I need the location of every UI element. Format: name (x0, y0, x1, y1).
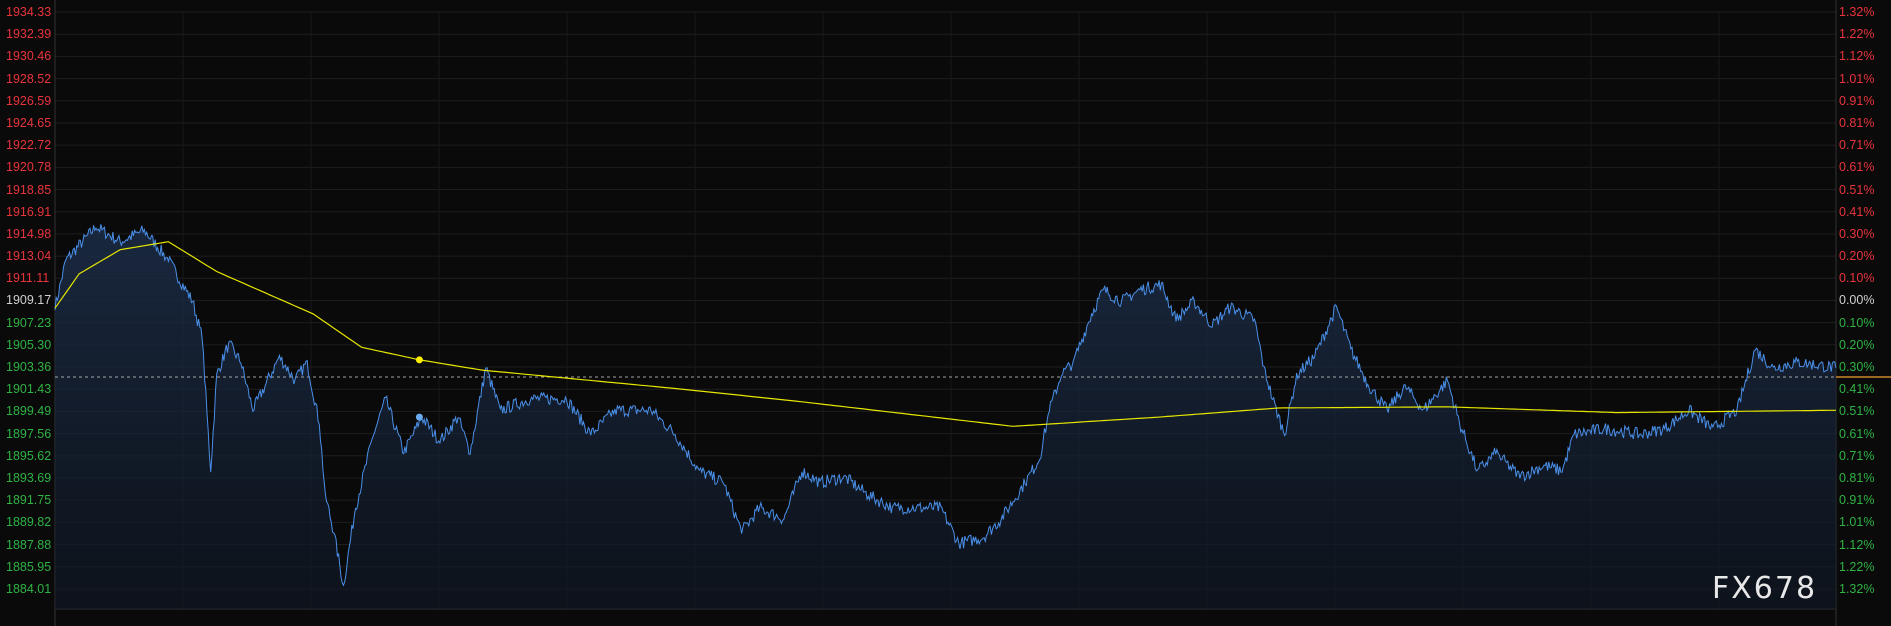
left-axis-tick-label: 1889.82 (6, 515, 52, 530)
price-line (54, 224, 1837, 587)
right-axis-tick-label: 0.51% (1839, 404, 1875, 419)
left-axis-tick-label: 1909.17 (6, 293, 52, 308)
left-axis-tick-label: 1897.56 (6, 426, 52, 441)
right-axis-tick-label: 0.81% (1839, 115, 1875, 130)
price-area-fill (55, 224, 1836, 610)
right-axis-tick-label: 0.51% (1839, 182, 1875, 197)
left-axis-tick-label: 1932.39 (6, 27, 52, 42)
right-axis-tick-label: 0.61% (1839, 160, 1875, 175)
left-axis-tick-label: 1884.01 (6, 581, 52, 596)
left-axis-tick-label: 1885.95 (6, 559, 52, 574)
left-axis-tick-label: 1928.52 (6, 71, 52, 86)
right-axis-tick-label: 0.61% (1839, 426, 1875, 441)
left-axis-tick-label: 1916.91 (6, 204, 52, 219)
left-axis-tick-label: 1887.88 (6, 537, 52, 552)
right-axis-tick-label: 0.41% (1839, 204, 1875, 219)
right-axis-tick-label: 1.01% (1839, 71, 1875, 86)
left-axis-tick-label: 1911.11 (6, 271, 50, 286)
left-axis-tick-label: 1895.62 (6, 448, 52, 463)
right-axis-tick-label: 1.22% (1839, 559, 1875, 574)
left-axis-tick-label: 1926.59 (6, 93, 52, 108)
left-axis-tick-label: 1930.46 (6, 49, 52, 64)
left-axis-tick-label: 1893.69 (6, 470, 52, 485)
right-axis-tick-label: 1.32% (1839, 5, 1875, 19)
right-axis-tick-label: 0.71% (1839, 138, 1875, 153)
right-axis-tick-label: 1.12% (1839, 49, 1875, 64)
right-axis-tick-label: 0.20% (1839, 337, 1875, 352)
right-axis-tick-label: 1.22% (1839, 27, 1875, 42)
right-axis-tick-label: 0.30% (1839, 226, 1875, 241)
left-axis-tick-label: 1914.98 (6, 226, 52, 241)
left-axis-tick-label: 1907.23 (6, 315, 52, 330)
left-axis-tick-label: 1899.49 (6, 404, 52, 419)
left-axis-tick-label: 1901.43 (6, 382, 52, 397)
left-axis-tick-label: 1920.78 (6, 160, 52, 175)
left-axis-tick-label: 1891.75 (6, 493, 52, 508)
right-axis-tick-label: 0.00% (1839, 293, 1875, 308)
right-axis-tick-label: 1.32% (1839, 581, 1875, 596)
right-axis-tick-label: 1.01% (1839, 515, 1875, 530)
right-axis-tick-label: 0.20% (1839, 249, 1875, 264)
left-axis-tick-label: 1918.85 (6, 182, 52, 197)
right-axis-tick-label: 0.81% (1839, 470, 1875, 485)
right-axis-tick-label: 0.10% (1839, 315, 1875, 330)
average-price-line (54, 241, 1836, 427)
left-axis-tick-label: 1903.36 (6, 360, 52, 375)
left-axis-tick-label: 1934.33 (6, 5, 52, 19)
right-axis-tick-label: 0.30% (1839, 360, 1875, 375)
right-axis-tick-label: 0.41% (1839, 382, 1875, 397)
average-marker-dot (415, 356, 423, 364)
fx678-watermark: FX678 (1712, 571, 1818, 606)
right-axis-tick-label: 0.10% (1839, 271, 1875, 286)
right-axis-tick-label: 0.91% (1839, 493, 1875, 508)
right-axis-tick-label: 0.71% (1839, 448, 1875, 463)
left-axis-tick-label: 1922.72 (6, 138, 52, 153)
right-axis-tick-label: 0.91% (1839, 93, 1875, 108)
left-axis-tick-label: 1924.65 (6, 115, 52, 130)
left-axis-tick-label: 1913.04 (6, 249, 52, 264)
right-axis-tick-label: 1.12% (1839, 537, 1875, 552)
price-marker-dot (415, 413, 423, 421)
left-axis-tick-label: 1905.30 (6, 337, 52, 352)
